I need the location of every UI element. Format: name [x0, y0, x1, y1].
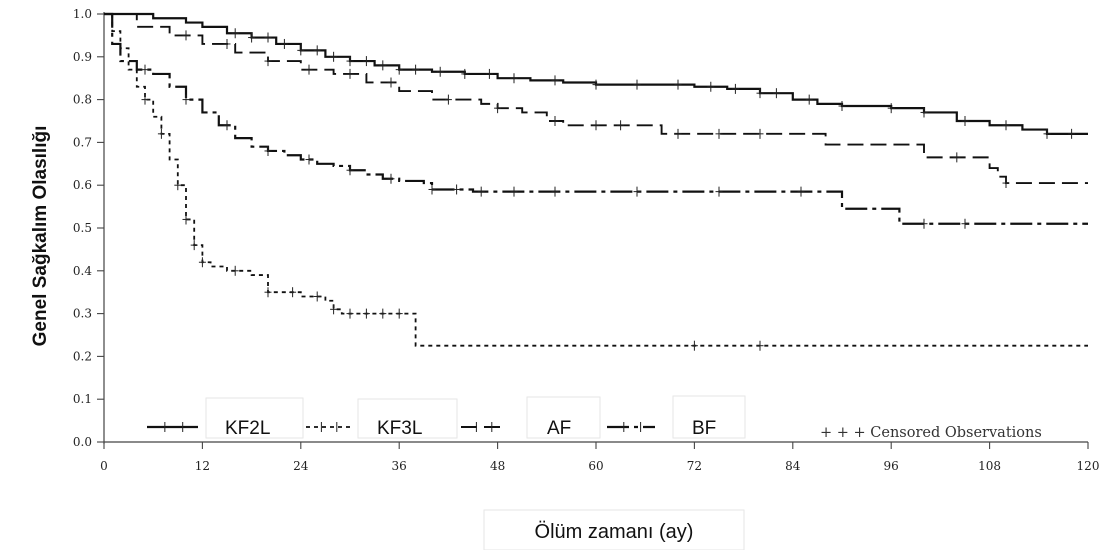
x-label-box [483, 509, 745, 550]
series-kf3l [104, 13, 1088, 351]
x-tick-label: 60 [588, 459, 603, 473]
curve-line [104, 13, 1088, 347]
survival-curves [104, 12, 1088, 351]
x-tick-label: 48 [490, 459, 505, 473]
censored-observations-note: + + + Censored Observations [820, 425, 1042, 441]
y-tick-label: 0.9 [73, 50, 92, 64]
curve-line [104, 13, 1088, 185]
legend-label: KF2L [225, 418, 270, 439]
legend-label-box [357, 398, 458, 439]
x-tick-label: 24 [293, 459, 309, 473]
y-tick-label: 0.7 [73, 135, 92, 149]
y-tick-label: 0.8 [73, 93, 92, 107]
legend-label: AF [547, 418, 571, 439]
x-tick-label: 108 [978, 459, 1001, 473]
y-axis-title: Genel Sağkalım Olasılığı [30, 126, 51, 347]
series-af [104, 13, 1088, 189]
curve-line [104, 12, 1088, 135]
y-tick-label: 0.0 [73, 435, 92, 449]
x-tick-label: 96 [884, 459, 899, 473]
x-tick-label: 84 [785, 459, 801, 473]
x-axis-title: Ölüm zamanı (ay) [535, 521, 694, 543]
y-tick-label: 0.5 [73, 221, 92, 235]
y-tick-label: 1.0 [73, 7, 92, 21]
legend-item-kf2l: KF2L [147, 397, 304, 439]
legend-label: KF3L [377, 418, 422, 439]
curve-line [104, 12, 1088, 225]
x-tick-label: 12 [195, 459, 210, 473]
y-tick-label: 0.4 [73, 264, 92, 278]
legend-item-af: AF [461, 396, 601, 439]
y-tick-label: 0.2 [73, 349, 92, 363]
x-tick-label: 120 [1077, 459, 1100, 473]
legend-label-box [526, 396, 601, 439]
series-kf2l [104, 12, 1088, 139]
series-bf [104, 12, 1088, 229]
y-tick-label: 0.1 [73, 392, 92, 406]
legend-item-kf3l: KF3L [306, 398, 458, 439]
legend-label-box [672, 395, 746, 439]
y-tick-label: 0.6 [73, 178, 92, 192]
x-tick-label: 0 [100, 459, 108, 473]
axes: 0 12 24 36 48 60 72 84 96 108 120 0.0 0.1 0.2 0.3 0.4 0.… [73, 7, 1100, 473]
legend-label: BF [692, 418, 716, 439]
legend-label-box [205, 397, 304, 439]
legend-item-bf: BF [607, 395, 746, 439]
x-tick-label: 36 [392, 459, 407, 473]
x-tick-label: 72 [687, 459, 702, 473]
axis-labels: Ölüm zamanı (ay) Genel Sağkalım Olasılığı [30, 126, 745, 550]
y-tick-label: 0.3 [73, 307, 92, 321]
legend: KF2L KF3L AF BF + + + Censored Observations [147, 395, 1042, 441]
